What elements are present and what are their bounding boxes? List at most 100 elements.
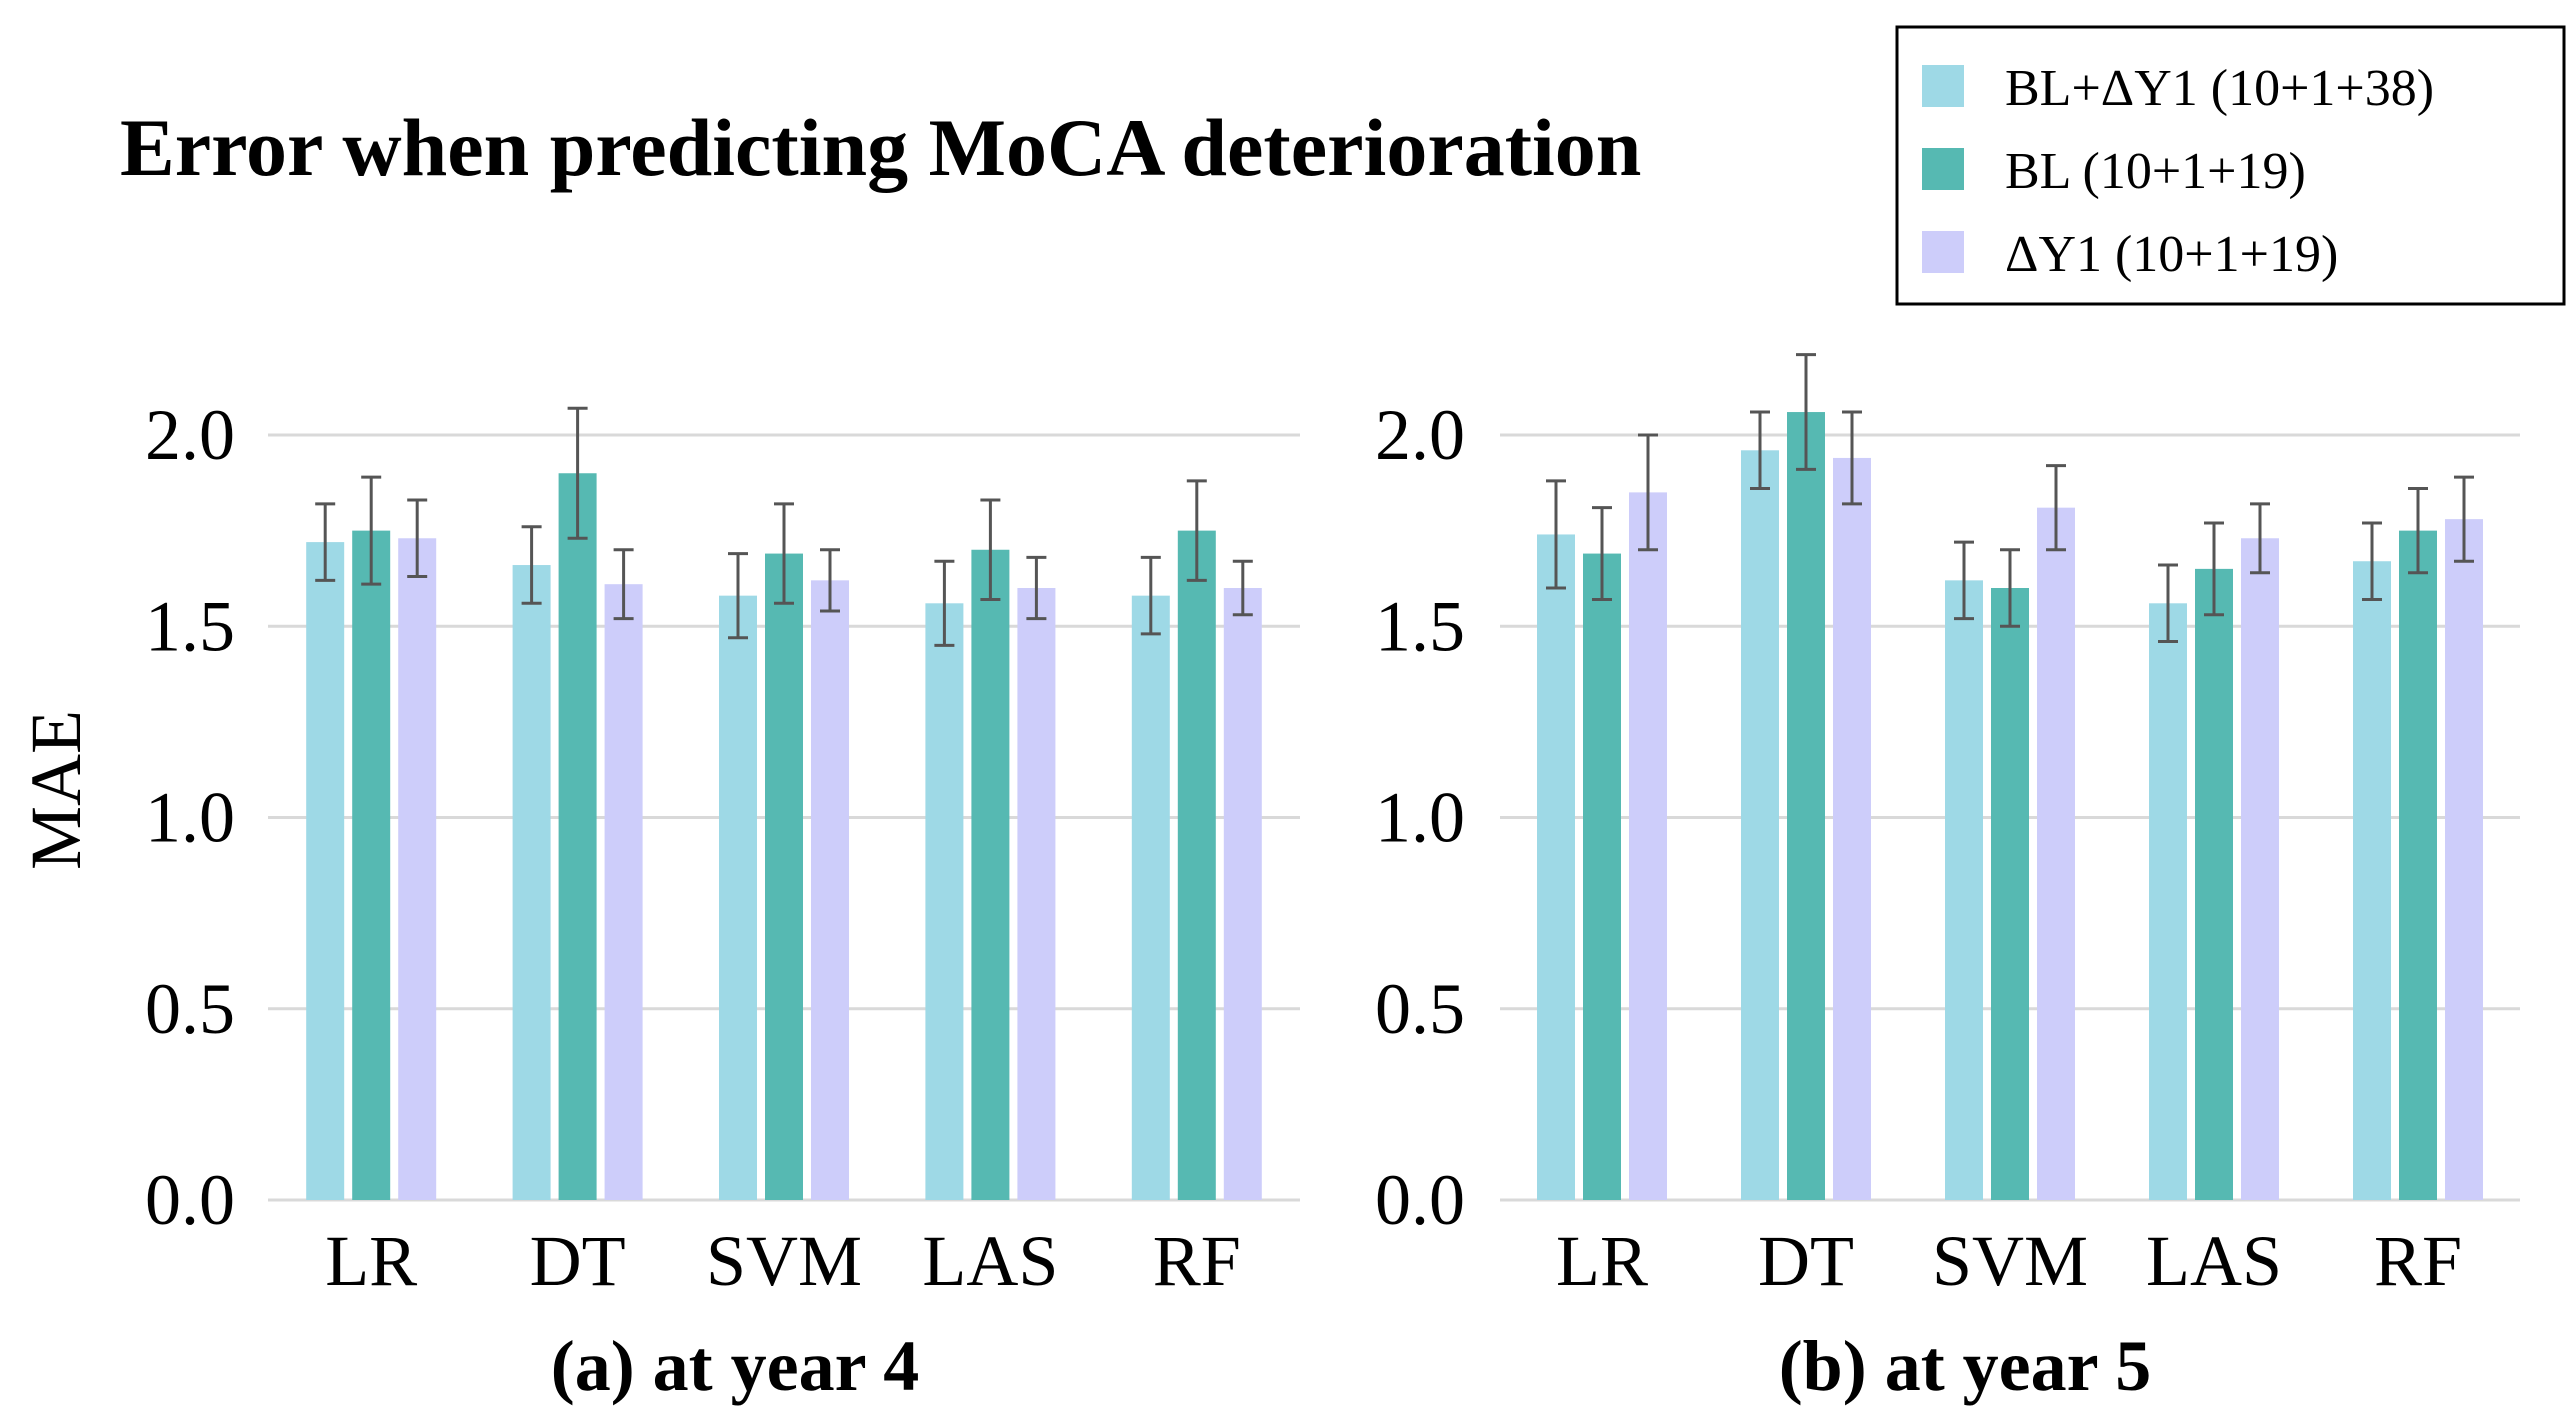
error-bar-dy1-rf xyxy=(2454,475,2474,563)
bar-bl-dy1-rf xyxy=(1131,595,1170,1200)
y-tick-label: 1.5 xyxy=(1375,586,1465,666)
x-tick-label-dt: DT xyxy=(1758,1221,1854,1301)
error-bar-dy1-svm xyxy=(820,548,840,613)
bars xyxy=(1537,412,2483,1200)
legend-swatch-bl xyxy=(1922,148,1964,190)
x-tick-label-lr: LR xyxy=(1556,1221,1648,1301)
y-tick-label: 0.0 xyxy=(1375,1160,1465,1240)
error-bar-bl-dy1-svm xyxy=(728,552,748,640)
legend-label-dy1: ΔY1 (10+1+19) xyxy=(2005,226,2338,283)
bar-dy1-las xyxy=(2241,538,2279,1200)
bar-bl-las xyxy=(971,549,1010,1200)
y-tick-label: 1.5 xyxy=(145,586,235,666)
error-bar-dy1-lr xyxy=(1638,433,1658,552)
error-bar-bl-dy1-lr xyxy=(315,502,336,582)
bar-dy1-lr xyxy=(398,538,437,1200)
error-bar-dy1-las xyxy=(2250,502,2270,575)
y-tick-label: 2.0 xyxy=(145,395,235,475)
x-tick-label-svm: SVM xyxy=(1932,1221,2088,1301)
error-bar-bl-dy1-svm xyxy=(1954,540,1974,621)
error-bar-dy1-dt xyxy=(613,548,634,621)
bar-bl-dy1-rf xyxy=(2353,561,2391,1200)
error-bar-bl-dy1-lr xyxy=(1546,479,1566,590)
y-tick-label: 0.5 xyxy=(1375,969,1465,1049)
error-bar-dy1-svm xyxy=(2046,464,2066,552)
error-bar-bl-svm xyxy=(774,502,794,605)
y-tick-labels: 0.0 0.5 1.0 1.5 2.0 xyxy=(145,395,235,1240)
bar-bl-svm xyxy=(1991,588,2029,1200)
bar-dy1-lr xyxy=(1629,492,1667,1200)
bar-bl-dy1-las xyxy=(2149,603,2187,1200)
bar-bl-dt xyxy=(558,473,597,1200)
bar-bl-dy1-lr xyxy=(306,542,345,1200)
category-labels: LR DT SVM LAS RF xyxy=(325,1221,1241,1301)
x-tick-label-lr: LR xyxy=(325,1221,417,1301)
bar-bl-dt xyxy=(1787,412,1825,1200)
bar-bl-rf xyxy=(1177,530,1216,1200)
error-bar-bl-dy1-dt xyxy=(521,525,542,605)
error-bar-bl-las xyxy=(2204,521,2224,617)
error-bar-bl-dy1-las xyxy=(934,559,955,647)
y-tick-label: 0.5 xyxy=(145,969,235,1049)
bar-bl-dy1-dt xyxy=(1741,450,1779,1200)
subtitle-year-5: (b) at year 5 xyxy=(1779,1326,2152,1406)
legend-swatch-dy1 xyxy=(1922,231,1964,273)
chart-title: Error when predicting MoCA deterioration xyxy=(120,102,1641,193)
error-bar-bl-svm xyxy=(2000,548,2020,628)
bar-dy1-rf xyxy=(2445,519,2483,1200)
category-labels: LR DT SVM LAS RF xyxy=(1556,1221,2462,1301)
panel-year-5: 0.0 0.5 1.0 1.5 2.0 LR DT SVM LAS RF (b) at year… xyxy=(1375,353,2520,1406)
bars xyxy=(306,473,1262,1200)
legend-label-bl-dy1: BL+ΔY1 (10+1+38) xyxy=(2005,60,2434,117)
error-bar-bl-dy1-rf xyxy=(2362,521,2382,601)
bar-dy1-rf xyxy=(1223,588,1262,1200)
error-bar-dy1-lr xyxy=(407,498,428,579)
legend: BL+ΔY1 (10+1+38) BL (10+1+19) ΔY1 (10+1+… xyxy=(1895,25,2566,306)
error-bar-dy1-rf xyxy=(1232,559,1253,617)
bar-dy1-dt xyxy=(1833,457,1871,1200)
legend-frame xyxy=(1895,25,2566,306)
bar-bl-lr xyxy=(352,530,391,1200)
y-tick-labels: 0.0 0.5 1.0 1.5 2.0 xyxy=(1375,395,1465,1240)
bar-bl-rf xyxy=(2399,530,2437,1200)
error-bar-dy1-dt xyxy=(1842,410,1862,506)
subtitle-year-4: (a) at year 4 xyxy=(551,1326,920,1406)
y-tick-label: 1.0 xyxy=(145,778,235,858)
error-bar-bl-rf xyxy=(2408,487,2428,575)
bar-bl-las xyxy=(2195,568,2233,1200)
error-bar-dy1-las xyxy=(1026,555,1047,621)
x-tick-label-dt: DT xyxy=(530,1221,626,1301)
bar-bl-dy1-lr xyxy=(1537,534,1575,1200)
bar-dy1-dt xyxy=(604,584,643,1200)
error-bar-bl-dt xyxy=(1796,353,1816,471)
panel-year-4: 0.0 0.5 1.0 1.5 2.0 LR DT SVM LAS RF (a) at year… xyxy=(145,395,1300,1406)
x-tick-label-rf: RF xyxy=(1153,1221,1241,1301)
y-tick-label: 0.0 xyxy=(145,1160,235,1240)
bar-dy1-svm xyxy=(811,580,849,1200)
x-tick-label-rf: RF xyxy=(2374,1221,2462,1301)
error-bars xyxy=(1546,353,2474,644)
bar-bl-dy1-dt xyxy=(512,565,551,1200)
error-bar-bl-dy1-dt xyxy=(1750,410,1770,491)
error-bar-bl-lr xyxy=(1592,506,1612,601)
bar-bl-dy1-svm xyxy=(719,595,757,1200)
error-bar-bl-rf xyxy=(1186,479,1207,582)
bar-bl-lr xyxy=(1583,553,1621,1200)
error-bar-bl-lr xyxy=(361,475,382,586)
error-bar-bl-dt xyxy=(567,406,588,540)
legend-swatch-bl-dy1 xyxy=(1922,65,1964,107)
x-tick-label-las: LAS xyxy=(2146,1221,2282,1301)
bar-dy1-svm xyxy=(2037,507,2075,1200)
error-bars xyxy=(315,406,1253,647)
error-bar-bl-las xyxy=(980,498,1001,601)
y-tick-label: 2.0 xyxy=(1375,395,1465,475)
bar-bl-dy1-las xyxy=(925,603,964,1200)
y-axis-label: MAE xyxy=(16,710,96,870)
y-tick-label: 1.0 xyxy=(1375,778,1465,858)
x-tick-label-las: LAS xyxy=(922,1221,1058,1301)
error-bar-bl-dy1-rf xyxy=(1140,555,1161,636)
legend-label-bl: BL (10+1+19) xyxy=(2005,143,2306,200)
x-tick-label-svm: SVM xyxy=(706,1221,862,1301)
error-bar-bl-dy1-las xyxy=(2158,563,2178,644)
